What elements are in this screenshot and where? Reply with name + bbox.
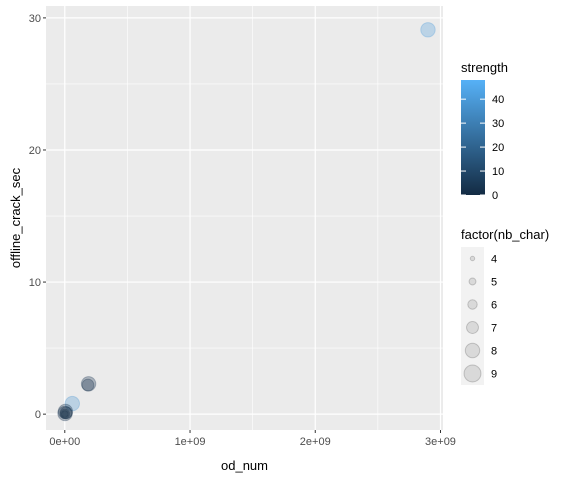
data-point-3 xyxy=(81,378,95,392)
data-point-4 xyxy=(57,403,74,420)
x-tick-label-1: 1e+09 xyxy=(175,436,206,448)
color-legend-label-1: 30 xyxy=(492,118,504,130)
x-tick-label-2: 2e+09 xyxy=(300,436,331,448)
color-legend-ticks: 40 30 20 10 0 xyxy=(461,94,504,202)
size-legend-label-1: 5 xyxy=(491,277,497,289)
data-points xyxy=(57,22,436,422)
color-legend-bar xyxy=(461,80,485,195)
y-axis: 0 10 20 30 xyxy=(29,13,46,421)
size-legend-label-0: 4 xyxy=(491,254,497,266)
y-axis-title: offline_crack_sec xyxy=(8,167,23,268)
size-legend-label-5: 9 xyxy=(491,369,497,381)
plot-panel xyxy=(46,6,443,430)
data-point-8 xyxy=(60,410,69,418)
size-legend-key-bg-3 xyxy=(461,316,484,339)
y-tick-label-0: 0 xyxy=(35,409,41,421)
data-point-6 xyxy=(59,406,73,420)
y-tick-label-1: 10 xyxy=(29,277,41,289)
size-legend-title: factor(nb_char) xyxy=(461,227,549,242)
size-legend-key-bg-4 xyxy=(461,339,484,362)
data-point-0 xyxy=(420,22,436,38)
x-axis: 0e+00 1e+09 2e+09 3e+09 xyxy=(49,430,456,448)
size-legend-key-bg-5 xyxy=(461,362,484,385)
size-legend-key-0 xyxy=(469,255,476,262)
size-legend-keys: 4 5 6 7 8 9 xyxy=(461,247,497,385)
y-tick-label-3: 30 xyxy=(29,13,41,25)
color-legend-label-4: 0 xyxy=(492,190,498,202)
color-legend: strength 40 30 20 10 0 xyxy=(461,60,508,202)
size-legend-key-bg-2 xyxy=(461,293,484,316)
data-point-2 xyxy=(80,376,97,392)
x-tick-label-3: 3e+09 xyxy=(425,436,456,448)
size-legend-label-2: 6 xyxy=(491,300,497,312)
minor-gridlines xyxy=(46,6,443,430)
major-gridlines xyxy=(46,6,443,430)
x-tick-label-0: 0e+00 xyxy=(49,436,80,448)
size-legend-key-bg-0 xyxy=(461,247,484,270)
size-legend-key-5 xyxy=(463,364,482,383)
data-point-7 xyxy=(59,408,71,420)
size-legend-key-3 xyxy=(466,321,479,334)
color-legend-label-3: 10 xyxy=(492,166,504,178)
data-point-5 xyxy=(57,405,73,422)
data-point-1 xyxy=(64,395,80,412)
color-legend-label-0: 40 xyxy=(492,94,504,106)
size-legend-key-bg-1 xyxy=(461,270,484,293)
color-legend-label-2: 20 xyxy=(492,142,504,154)
size-legend-key-4 xyxy=(464,342,481,359)
size-legend-key-2 xyxy=(467,299,478,310)
size-legend-label-3: 7 xyxy=(491,323,497,335)
x-axis-title: od_num xyxy=(221,458,268,473)
color-legend-title: strength xyxy=(461,60,508,75)
y-tick-label-2: 20 xyxy=(29,145,41,157)
size-legend: factor(nb_char) 4 5 6 7 8 9 xyxy=(461,227,549,385)
size-legend-key-1 xyxy=(468,277,477,286)
size-legend-label-4: 8 xyxy=(491,346,497,358)
